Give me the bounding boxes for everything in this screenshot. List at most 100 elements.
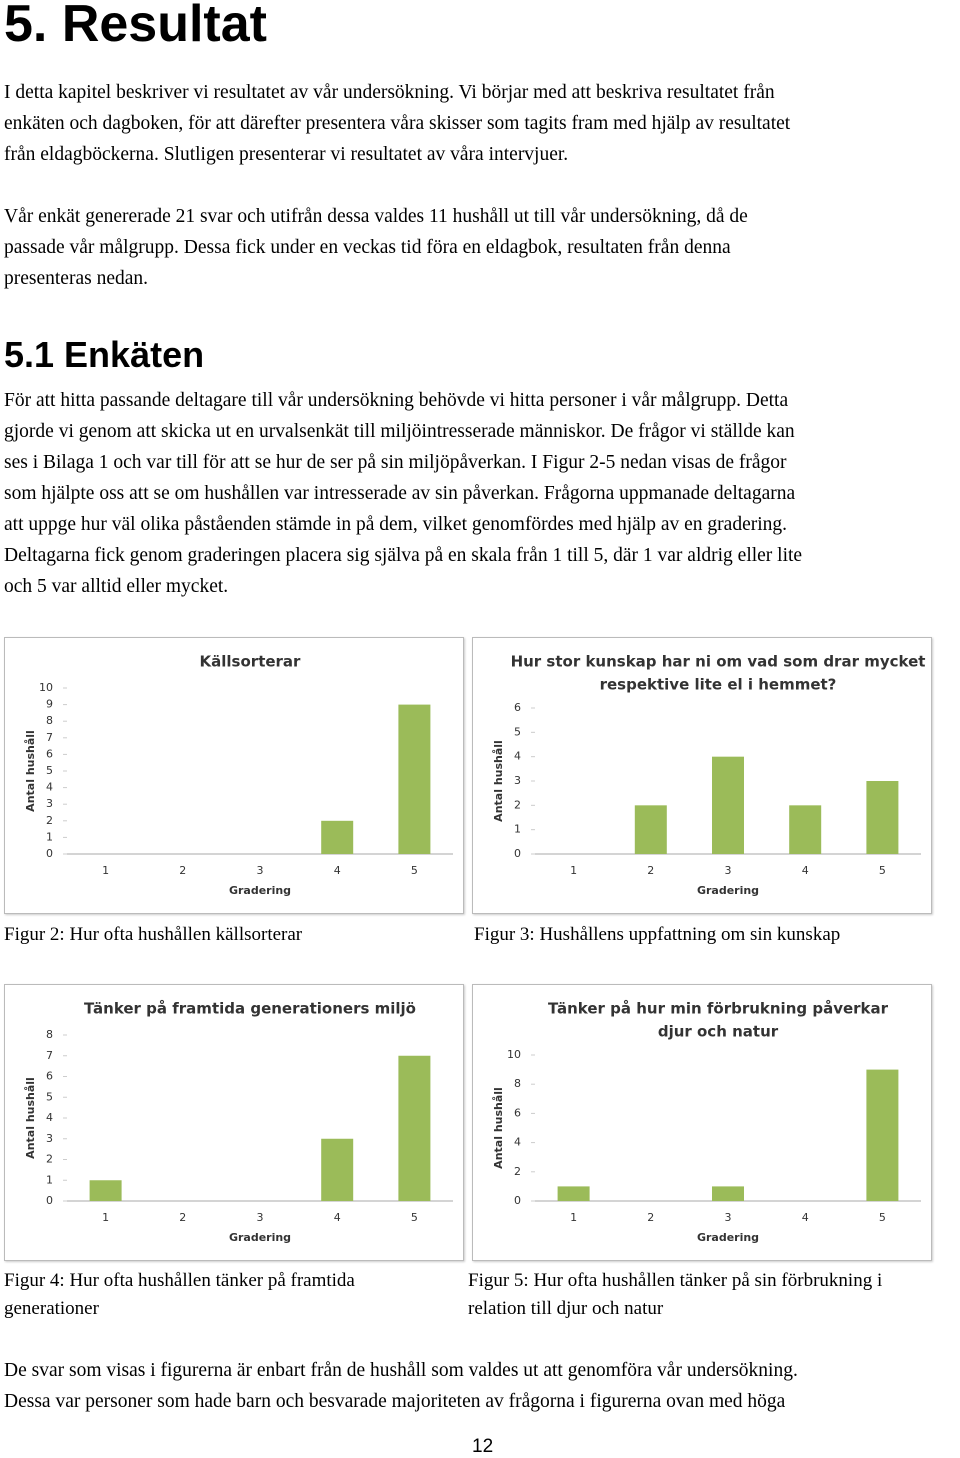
y-tick-label: 8 xyxy=(46,714,53,727)
y-tick-label: 4 xyxy=(46,781,53,794)
text-line: Vår enkät genererade 21 svar och utifrån… xyxy=(4,206,748,227)
bar xyxy=(866,781,899,854)
paragraph: Vår enkät genererade 21 svar och utifrån… xyxy=(4,201,748,294)
chart-title: djur och natur xyxy=(658,1023,779,1041)
y-axis-label: Antal hushåll xyxy=(492,1087,505,1169)
text-line: Deltagarna fick genom graderingen placer… xyxy=(4,545,803,566)
text-line: som hjälpte oss att se om hushållen var … xyxy=(4,483,796,504)
text-line: ses i Bilaga 1 och var till för att se h… xyxy=(4,452,787,473)
text-line: De svar som visas i figurerna är enbart … xyxy=(4,1360,798,1381)
bar xyxy=(789,805,822,854)
text-line: från eldagböckerna. Slutligen presentera… xyxy=(4,144,569,165)
bar xyxy=(712,1186,744,1201)
text-line: presenteras nedan. xyxy=(4,268,149,289)
x-tick-label: 1 xyxy=(102,1211,109,1224)
y-tick-label: 6 xyxy=(514,701,521,714)
text-line: passade vår målgrupp. Dessa fick under e… xyxy=(4,237,731,258)
paragraph: För att hitta passande deltagare till vå… xyxy=(4,385,802,602)
y-tick-label: 1 xyxy=(46,1173,53,1186)
chart: Källsorterar Antal hushåll Gradering 0 1 2 3 4 5… xyxy=(24,653,453,897)
x-tick-label: 1 xyxy=(102,864,109,877)
x-tick-label: 1 xyxy=(570,1211,577,1224)
chart-box: Tänker på framtida generationers miljö An… xyxy=(4,984,464,1261)
chart-title: respektive lite el i hemmet? xyxy=(600,676,837,694)
caption: Figur 2: Hur ofta hushållen källsorterar xyxy=(4,921,302,949)
y-tick-label: 2 xyxy=(514,798,521,811)
x-axis-label: Gradering xyxy=(697,1231,759,1244)
x-tick-label: 3 xyxy=(725,1211,732,1224)
y-tick-label: 3 xyxy=(514,774,521,787)
bar xyxy=(398,1055,431,1201)
y-axis-label: Antal hushåll xyxy=(492,740,505,822)
y-tick-label: 4 xyxy=(514,1136,521,1149)
x-tick-label: 2 xyxy=(179,1211,186,1224)
x-tick-label: 4 xyxy=(334,1211,341,1224)
chart: Tänker på hur min förbrukning påverkar dj… xyxy=(492,1000,921,1244)
y-tick-label: 6 xyxy=(514,1106,521,1119)
y-tick-label: 3 xyxy=(46,797,53,810)
caption: Figur 3: Hushållens uppfattning om sin k… xyxy=(474,921,840,949)
y-tick-label: 10 xyxy=(39,681,53,694)
x-tick-label: 4 xyxy=(334,864,341,877)
bar xyxy=(321,820,354,854)
text-line: Figur 5: Hur ofta hushållen tänker på si… xyxy=(468,1270,883,1291)
y-tick-label: 1 xyxy=(514,823,521,836)
bar xyxy=(712,756,744,854)
paragraph: I detta kapitel beskriver vi resultatet … xyxy=(4,77,790,170)
caption: Figur 5: Hur ofta hushållen tänker på si… xyxy=(468,1267,882,1323)
y-tick-label: 4 xyxy=(46,1111,53,1124)
x-tick-label: 5 xyxy=(879,864,886,877)
x-tick-label: 5 xyxy=(879,1211,886,1224)
y-tick-label: 0 xyxy=(46,847,53,860)
text-line: enkäten och dagboken, för att därefter p… xyxy=(4,113,791,134)
y-tick-label: 0 xyxy=(46,1194,53,1207)
x-tick-label: 1 xyxy=(570,864,577,877)
text-line: gjorde vi genom att skicka ut en urvalse… xyxy=(4,421,795,442)
paragraph: De svar som visas i figurerna är enbart … xyxy=(4,1355,798,1417)
bar xyxy=(398,704,431,854)
chart-title: Tänker på hur min förbrukning påverkar xyxy=(548,1000,889,1018)
y-tick-label: 9 xyxy=(46,698,53,711)
page-number: 12 xyxy=(472,1436,494,1457)
y-tick-label: 5 xyxy=(46,1090,53,1103)
y-tick-label: 4 xyxy=(514,750,521,763)
y-tick-label: 7 xyxy=(46,731,53,744)
bar xyxy=(557,1186,590,1201)
chart: Tänker på framtida generationers miljö An… xyxy=(24,1000,453,1244)
heading: 5. Resultat xyxy=(4,0,267,53)
text-line: Figur 2: Hur ofta hushållen källsorterar xyxy=(4,924,303,945)
x-tick-label: 5 xyxy=(411,1211,418,1224)
chart-title: Hur stor kunskap har ni om vad som drar … xyxy=(511,653,926,671)
x-tick-label: 4 xyxy=(802,1211,809,1224)
y-tick-label: 6 xyxy=(46,1070,53,1083)
text-line: Dessa var personer som hade barn och bes… xyxy=(4,1391,786,1412)
chart-box: Hur stor kunskap har ni om vad som drar … xyxy=(472,637,932,914)
y-tick-label: 8 xyxy=(46,1028,53,1041)
caption: Figur 4: Hur ofta hushållen tänker på fr… xyxy=(4,1267,355,1323)
x-axis-label: Gradering xyxy=(229,884,291,897)
y-tick-label: 0 xyxy=(514,1194,521,1207)
text-line: generationer xyxy=(4,1298,99,1319)
x-tick-label: 3 xyxy=(725,864,732,877)
y-tick-label: 6 xyxy=(46,747,53,760)
x-tick-label: 5 xyxy=(411,864,418,877)
y-axis-label: Antal hushåll xyxy=(24,730,37,812)
y-tick-label: 2 xyxy=(46,814,53,827)
y-tick-label: 2 xyxy=(514,1165,521,1178)
bar xyxy=(634,805,667,854)
x-tick-label: 2 xyxy=(647,864,654,877)
text-line: att uppge hur väl olika påståenden stämd… xyxy=(4,514,788,535)
bar xyxy=(866,1069,899,1201)
text-line: och 5 var alltid eller mycket. xyxy=(4,576,229,597)
text-line: Figur 3: Hushållens uppfattning om sin k… xyxy=(474,924,841,945)
y-tick-label: 5 xyxy=(46,764,53,777)
bar xyxy=(321,1138,354,1201)
y-tick-label: 2 xyxy=(46,1153,53,1166)
y-tick-label: 1 xyxy=(46,830,53,843)
chart: Hur stor kunskap har ni om vad som drar … xyxy=(492,653,926,898)
text-line: relation till djur och natur xyxy=(468,1298,664,1319)
x-tick-label: 2 xyxy=(647,1211,654,1224)
y-tick-label: 5 xyxy=(514,725,521,738)
y-tick-label: 8 xyxy=(514,1077,521,1090)
